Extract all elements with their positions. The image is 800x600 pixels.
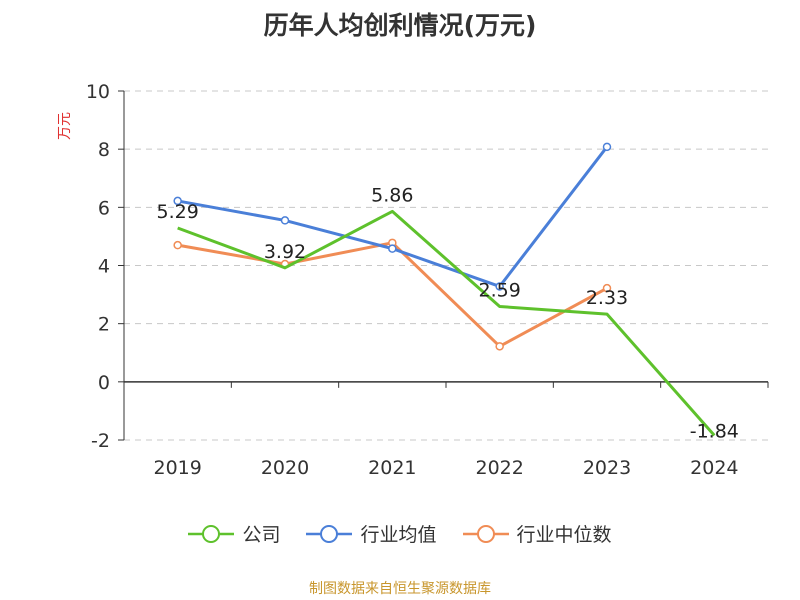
data-point xyxy=(495,282,504,291)
y-tick-label: 6 xyxy=(98,197,110,219)
y-tick-label: 2 xyxy=(98,314,110,336)
x-tick-label: 2024 xyxy=(690,457,738,479)
series-line-0 xyxy=(177,209,716,437)
chart-title: 历年人均创利情况(万元) xyxy=(263,11,537,40)
data-point xyxy=(173,240,182,250)
data-point xyxy=(280,216,290,225)
legend-marker-icon xyxy=(462,524,509,543)
data-label: 5.29 xyxy=(157,201,199,223)
x-tick-label: 2022 xyxy=(475,457,523,479)
data-source-note: 制图数据来自恒生聚源数据库 xyxy=(309,581,491,597)
legend-label: 公司 xyxy=(242,524,281,546)
legend-label: 行业中位数 xyxy=(516,524,612,546)
legend-marker-icon xyxy=(188,524,235,543)
data-label: 2.33 xyxy=(586,287,628,309)
legend-marker-icon xyxy=(306,524,353,543)
data-point xyxy=(173,196,182,206)
data-label: 2.59 xyxy=(479,280,521,302)
data-label: 3.92 xyxy=(264,241,306,263)
x-tick-label: 2021 xyxy=(368,457,416,479)
legend-item-1[interactable]: 行业均值 xyxy=(306,520,437,547)
x-tick-label: 2019 xyxy=(153,457,201,479)
data-label: 5.86 xyxy=(371,184,413,206)
legend-item-0[interactable]: 公司 xyxy=(188,520,280,547)
chart-legend: 公司 行业均值 行业中位数 xyxy=(0,520,800,547)
data-point xyxy=(388,244,397,253)
y-tick-label: 8 xyxy=(98,139,110,161)
y-tick-label: 10 xyxy=(86,81,110,103)
legend-label: 行业均值 xyxy=(360,524,437,546)
y-tick-label: 4 xyxy=(98,256,110,278)
series-line-2 xyxy=(177,241,608,348)
data-point xyxy=(602,142,612,152)
x-tick-label: 2023 xyxy=(583,457,631,479)
y-tick-label: -2 xyxy=(91,430,110,452)
x-tick-label: 2020 xyxy=(261,457,309,479)
legend-item-2[interactable]: 行业中位数 xyxy=(462,520,612,547)
data-point xyxy=(602,283,612,293)
data-point xyxy=(495,342,504,351)
data-label: -1.84 xyxy=(690,420,739,442)
y-tick-label: 0 xyxy=(98,372,110,394)
